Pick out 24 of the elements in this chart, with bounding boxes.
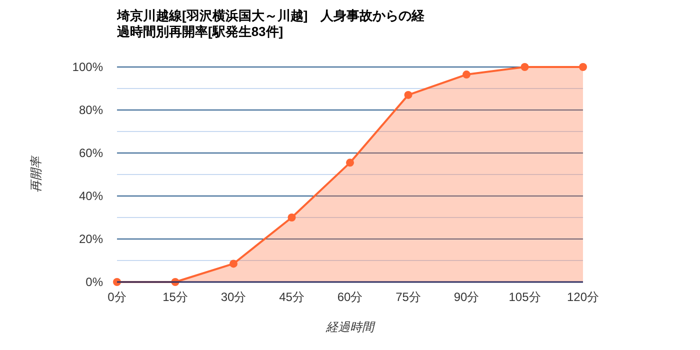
x-tick-label: 60分 (337, 290, 363, 304)
x-tick-label: 45分 (279, 290, 304, 304)
point (579, 63, 587, 71)
point (288, 214, 296, 222)
x-tick-label: 75分 (396, 290, 421, 304)
y-tick-label: 80% (78, 103, 104, 117)
y-tick-label: 40% (78, 189, 104, 203)
x-tick-label: 0分 (108, 290, 126, 304)
x-tick-label: 15分 (162, 290, 188, 304)
point (462, 70, 470, 79)
x-tick-label: 30分 (220, 290, 246, 304)
y-tick-label: 20% (78, 232, 104, 246)
point (520, 63, 529, 71)
y-tick-label: 100% (72, 60, 104, 74)
y-axis-title: 再開率 (29, 154, 43, 192)
point (346, 158, 354, 167)
x-tick-label: 120分 (566, 290, 600, 304)
y-tick-label: 0% (86, 275, 104, 289)
x-tick-label: 90分 (454, 290, 480, 304)
point (230, 260, 238, 268)
x-tick-label: 105分 (508, 290, 541, 304)
y-tick-label: 60% (78, 146, 104, 160)
point (404, 90, 412, 99)
x-axis-title: 経過時間 (325, 320, 376, 334)
